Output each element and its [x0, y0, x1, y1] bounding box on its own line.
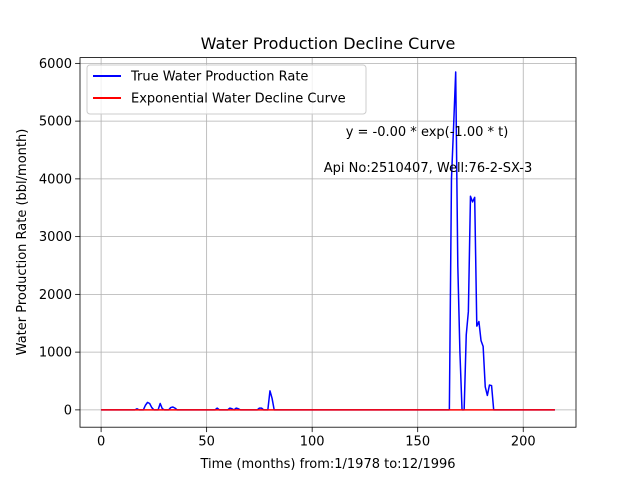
- chart-title: Water Production Decline Curve: [201, 34, 456, 53]
- legend-box: [86, 64, 367, 115]
- y-tick-label: 2000: [39, 288, 72, 303]
- y-tick-label: 3000: [39, 230, 72, 245]
- well-annotation: Api No:2510407, Well:76-2-SX-3: [324, 161, 532, 176]
- x-tick-label: 150: [405, 435, 430, 450]
- y-axis-label: Water Production Rate (bbl/month): [15, 129, 30, 356]
- legend-label-true-rate: True Water Production Rate: [130, 70, 308, 85]
- x-axis-label: Time (months) from:1/1978 to:12/1996: [199, 457, 455, 472]
- x-tick-label: 0: [97, 435, 105, 450]
- series-group: [101, 71, 555, 411]
- y-tick-label: 6000: [39, 57, 72, 72]
- legend: True Water Production Rate Exponential W…: [86, 64, 367, 115]
- grid: [80, 57, 576, 428]
- x-tick-label: 200: [511, 435, 536, 450]
- equation-annotation: y = -0.00 * exp(-1.00 * t): [346, 125, 509, 140]
- y-tick-label: 1000: [39, 346, 72, 361]
- legend-label-exponential: Exponential Water Decline Curve: [131, 92, 346, 107]
- y-tick-label: 5000: [39, 115, 72, 130]
- plot-frame: [79, 57, 577, 428]
- y-tick-label: 4000: [39, 172, 72, 187]
- x-tick-label: 50: [198, 435, 215, 450]
- y-tick-label: 0: [64, 403, 72, 418]
- x-tick-label: 100: [300, 435, 325, 450]
